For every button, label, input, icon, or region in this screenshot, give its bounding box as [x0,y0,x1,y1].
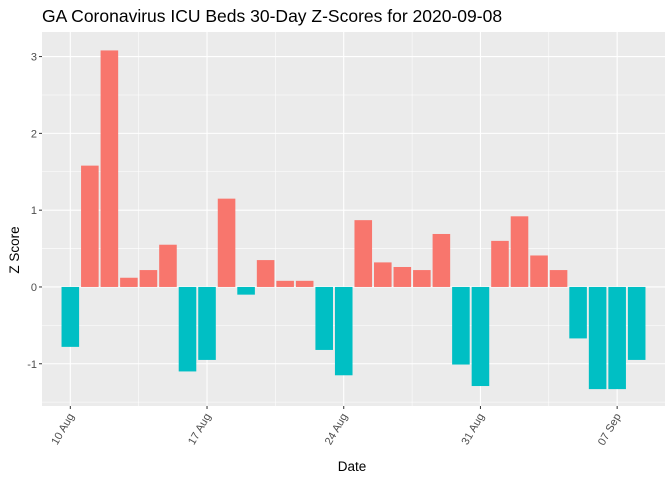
bar-2020-09-06 [588,286,607,390]
x-axis-title: Date [338,459,367,474]
bar-2020-09-05 [569,286,587,339]
bar-2020-08-19 [237,286,255,295]
bar-2020-08-11 [81,165,99,287]
bar-2020-09-03 [530,255,548,287]
x-tick-label: 31 Aug [460,412,488,448]
bar-2020-08-27 [393,266,412,287]
bar-2020-09-01 [491,240,509,287]
bar-2020-08-10 [61,286,80,347]
bar-2020-09-02 [510,216,529,287]
y-axis: -1 0 1 2 3 [27,52,42,371]
bar-2020-08-21 [276,280,294,287]
y-tick-label: 2 [31,128,37,140]
plot-panel [42,32,665,406]
x-tick-label: 24 Aug [323,412,351,448]
bar-2020-08-12 [100,50,119,287]
bar-2020-08-24 [334,286,353,376]
bar-2020-08-13 [120,277,138,287]
bar-2020-08-26 [374,262,392,287]
y-axis-title: Z Score [7,226,22,273]
bar-2020-08-14 [139,270,158,287]
bar-2020-08-29 [432,233,451,287]
x-axis: 10 Aug 17 Aug 24 Aug 31 Aug 07 Sep [49,406,624,448]
x-tick-label: 10 Aug [49,412,77,448]
y-tick-label: -1 [27,359,37,371]
bar-2020-09-08 [627,286,646,360]
bar-2020-08-31 [471,286,490,387]
y-tick-label: 1 [31,205,37,217]
bar-2020-08-22 [295,280,314,287]
x-tick-label: 17 Aug [186,412,214,448]
bar-2020-08-20 [256,260,275,287]
chart-title: GA Coronavirus ICU Beds 30-Day Z-Scores … [42,6,503,26]
bar-2020-08-15 [159,244,177,287]
y-tick-label: 3 [31,52,37,64]
y-tick-label: 0 [31,282,37,294]
bar-2020-08-16 [178,286,197,372]
bar-2020-08-25 [354,220,373,287]
x-tick-label: 07 Sep [596,412,624,448]
bars [61,50,646,390]
bar-2020-08-18 [217,198,236,287]
bar-2020-08-30 [452,286,470,365]
bar-2020-08-28 [413,270,431,287]
bar-2020-09-04 [549,270,568,287]
bar-2020-08-23 [315,286,333,350]
bar-2020-09-07 [608,286,626,390]
bar-2020-08-17 [198,286,216,360]
